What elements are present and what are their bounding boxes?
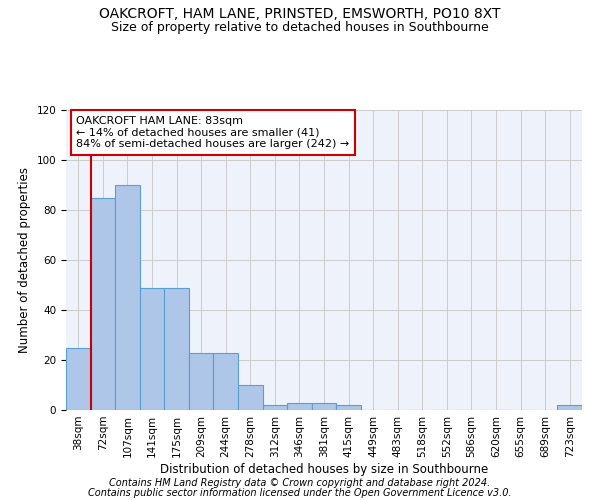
Text: OAKCROFT, HAM LANE, PRINSTED, EMSWORTH, PO10 8XT: OAKCROFT, HAM LANE, PRINSTED, EMSWORTH, … <box>99 8 501 22</box>
Text: Contains public sector information licensed under the Open Government Licence v3: Contains public sector information licen… <box>88 488 512 498</box>
Y-axis label: Number of detached properties: Number of detached properties <box>18 167 31 353</box>
Bar <box>164 288 189 410</box>
Bar <box>214 352 238 410</box>
Bar <box>336 405 361 410</box>
Bar <box>115 185 140 410</box>
Bar <box>287 402 312 410</box>
Bar <box>312 402 336 410</box>
Bar <box>263 405 287 410</box>
Text: Contains HM Land Registry data © Crown copyright and database right 2024.: Contains HM Land Registry data © Crown c… <box>109 478 491 488</box>
Bar <box>238 385 263 410</box>
Text: OAKCROFT HAM LANE: 83sqm
← 14% of detached houses are smaller (41)
84% of semi-d: OAKCROFT HAM LANE: 83sqm ← 14% of detach… <box>76 116 350 149</box>
Bar <box>557 405 582 410</box>
Bar <box>189 352 214 410</box>
X-axis label: Distribution of detached houses by size in Southbourne: Distribution of detached houses by size … <box>160 462 488 475</box>
Text: Size of property relative to detached houses in Southbourne: Size of property relative to detached ho… <box>111 21 489 34</box>
Bar <box>66 348 91 410</box>
Bar <box>140 288 164 410</box>
Bar <box>91 198 115 410</box>
